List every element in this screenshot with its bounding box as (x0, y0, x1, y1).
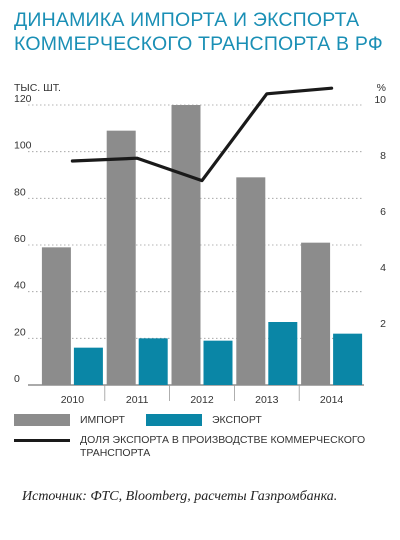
y-tick-left-label: 100 (14, 140, 32, 152)
legend-swatch-import (14, 414, 70, 426)
bar-export-2010 (73, 347, 103, 385)
y-tick-left-label: 0 (14, 373, 20, 385)
bar-import-2011 (106, 130, 136, 385)
bar-import-2013 (236, 177, 266, 385)
bar-export-2012 (203, 340, 233, 385)
legend-swatch-export (146, 414, 202, 426)
chart-title-line-2: КОММЕРЧЕСКОГО ТРАНСПОРТА В РФ (14, 33, 383, 55)
y-tick-right-label: 2 (380, 318, 386, 330)
x-tick-label: 2013 (255, 394, 279, 406)
chart-title-line-1: ДИНАМИКА ИМПОРТА И ЭКСПОРТА (14, 9, 360, 31)
bar-import-2012 (171, 105, 201, 385)
y-tick-right-label: 8 (380, 150, 386, 162)
bar-import-2010 (41, 247, 71, 385)
x-tick-label: 2010 (61, 394, 85, 406)
y-tick-left-label: 60 (14, 233, 26, 245)
y-axis-right-label: % (377, 82, 386, 94)
bar-import-2014 (301, 242, 331, 385)
legend-label-export: ЭКСПОРТ (212, 414, 262, 426)
legend-label-export-share: ДОЛЯ ЭКСПОРТА В ПРОИЗВОДСТВЕ КОММЕРЧЕСКО… (80, 434, 366, 459)
bar-export-2013 (268, 322, 298, 385)
bar-export-2014 (333, 333, 363, 385)
legend-item-import: ИМПОРТ (14, 414, 125, 427)
y-tick-left-label: 80 (14, 186, 26, 198)
y-tick-right-label: 10 (374, 94, 386, 106)
combo-chart: ТЫС. ШТ. % 0 20 40 60 80 100 120 2 4 6 8 10 2010 2011… (14, 82, 386, 406)
y-tick-left-label: 120 (14, 93, 32, 105)
chart-title: ДИНАМИКА ИМПОРТА И ЭКСПОРТА КОММЕРЧЕСКОГ… (14, 8, 394, 56)
y-tick-left-label: 40 (14, 280, 26, 292)
y-tick-right-label: 4 (380, 262, 386, 274)
y-tick-left-label: 20 (14, 326, 26, 338)
x-tick-label: 2011 (126, 394, 149, 406)
x-tick-label: 2012 (190, 394, 214, 406)
legend-swatch-export-share (14, 439, 70, 442)
legend-label-import: ИМПОРТ (80, 414, 125, 426)
y-tick-right-label: 6 (380, 206, 386, 218)
x-tick-label: 2014 (320, 394, 344, 406)
legend-item-export-share: ДОЛЯ ЭКСПОРТА В ПРОИЗВОДСТВЕ КОММЕРЧЕСКО… (14, 434, 390, 460)
y-axis-left-label: ТЫС. ШТ. (14, 82, 61, 94)
legend-item-export: ЭКСПОРТ (146, 414, 262, 427)
bar-export-2011 (138, 338, 168, 385)
source-note: Источник: ФТС, Bloomberg, расчеты Газпро… (22, 489, 338, 504)
